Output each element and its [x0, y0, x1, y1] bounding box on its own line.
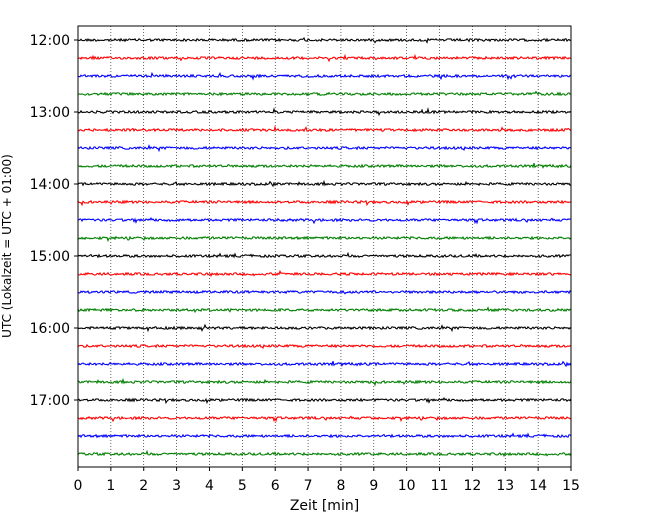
trace-1615 [77, 343, 572, 350]
x-tick-label: 2 [139, 478, 148, 494]
x-tick-label: 11 [431, 478, 449, 494]
y-tick-label: 16:00 [30, 321, 70, 337]
x-tick-label: 10 [398, 478, 416, 494]
x-tick-label: 0 [74, 478, 83, 494]
trace-1230 [77, 71, 572, 81]
x-axis: 0 1 2 3 4 5 6 7 8 9 10 11 12 13 14 15 [74, 467, 580, 494]
x-tick-label: 14 [529, 478, 547, 494]
x-tick-label: 6 [271, 478, 280, 494]
trace-1715 [77, 415, 572, 423]
trace-1400 [77, 179, 572, 188]
y-axis-label: UTC (Lokalzeit = UTC + 01:00) [0, 154, 14, 338]
y-axis: 12:00 13:00 14:00 15:00 16:00 17:00 [30, 33, 78, 409]
trace-1345 [77, 163, 572, 169]
trace-1430 [77, 216, 571, 225]
trace-1245 [77, 90, 572, 97]
plot-frame [77, 25, 572, 468]
trace-1200 [77, 36, 572, 44]
trace-1700 [77, 396, 572, 405]
trace-1515 [77, 269, 572, 278]
y-tick-label: 13:00 [30, 105, 70, 121]
x-axis-label: Zeit [min] [290, 498, 359, 514]
trace-1215 [77, 53, 572, 63]
trace-1315 [77, 125, 572, 133]
x-tick-label: 8 [336, 478, 345, 494]
trace-1500 [77, 251, 572, 259]
trace-1415 [77, 199, 572, 207]
x-tick-label: 1 [106, 478, 115, 494]
x-tick-label: 12 [463, 478, 481, 494]
x-tick-label: 9 [369, 478, 378, 494]
x-tick-label: 15 [562, 478, 580, 494]
y-tick-label: 17:00 [30, 393, 70, 409]
trace-1730 [77, 432, 572, 439]
x-tick-label: 4 [205, 478, 214, 494]
x-tick-label: 13 [496, 478, 514, 494]
trace-1645 [77, 377, 572, 387]
trace-1600 [77, 323, 572, 333]
trace-1545 [77, 306, 572, 314]
x-tick-label: 3 [172, 478, 181, 494]
trace-1445 [77, 235, 572, 243]
grid-lines [110, 26, 539, 467]
trace-1330 [77, 144, 572, 153]
x-tick-label: 5 [238, 478, 247, 494]
trace-1745 [77, 449, 572, 458]
y-tick-label: 14:00 [30, 177, 70, 193]
y-tick-label: 15:00 [30, 249, 70, 265]
y-tick-label: 12:00 [30, 33, 70, 49]
x-tick-label: 7 [304, 478, 313, 494]
trace-1300 [77, 106, 572, 117]
trace-lines [77, 36, 572, 458]
trace-1630 [77, 360, 572, 368]
trace-1530 [77, 289, 572, 295]
